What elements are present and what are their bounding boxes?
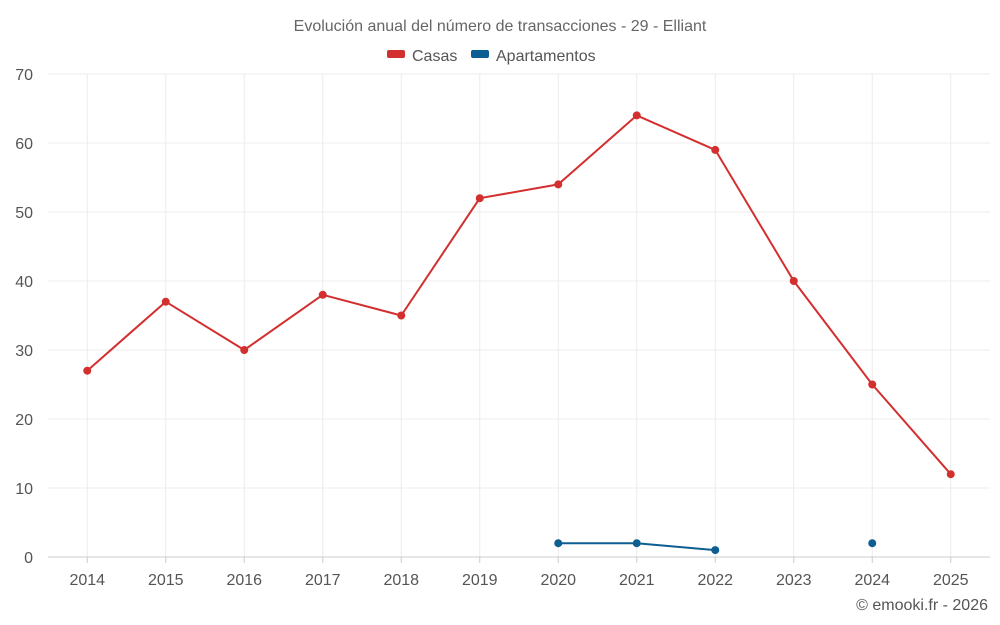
data-point-apartamentos[interactable]: [868, 539, 877, 548]
x-tick-label: 2020: [540, 572, 576, 589]
x-tick-label: 2019: [462, 572, 498, 589]
x-axis-ticks: 2014 2015 2016 2017 2018 2019 2020 2021 2022 2023…: [69, 572, 968, 589]
y-tick-label: 30: [15, 343, 33, 360]
legend-swatch-apartamentos: [471, 50, 489, 58]
data-point-apartamentos[interactable]: [554, 539, 563, 548]
y-tick-label: 40: [15, 274, 33, 291]
data-point-casas[interactable]: [161, 297, 170, 306]
x-tick-label: 2022: [697, 572, 733, 589]
x-tick-label: 2018: [383, 572, 419, 589]
y-tick-label: 0: [24, 550, 33, 567]
y-axis-ticks: 0 10 20 30 40 50 60 70: [15, 67, 33, 567]
series-layer: [83, 111, 955, 555]
data-point-casas[interactable]: [711, 145, 720, 154]
legend-swatch-casas: [387, 50, 405, 58]
legend-label-casas: Casas: [412, 48, 457, 65]
data-point-apartamentos[interactable]: [711, 546, 720, 555]
data-point-casas[interactable]: [318, 290, 327, 299]
data-point-casas[interactable]: [240, 346, 249, 354]
x-gridlines: [86, 74, 952, 563]
data-point-casas[interactable]: [554, 180, 563, 189]
data-point-casas[interactable]: [789, 277, 798, 285]
y-tick-label: 70: [15, 67, 33, 84]
x-tick-label: 2021: [619, 572, 655, 589]
legend-label-apartamentos: Apartamentos: [496, 48, 596, 65]
data-point-casas[interactable]: [475, 194, 484, 203]
y-tick-label: 60: [15, 136, 33, 153]
y-tick-label: 10: [15, 481, 33, 498]
x-tick-label: 2015: [148, 572, 184, 589]
y-gridlines: [48, 73, 990, 489]
data-point-apartamentos[interactable]: [632, 539, 641, 548]
series-line-casas: [86, 114, 952, 475]
chart-title: Evolución anual del número de transaccio…: [294, 18, 707, 35]
data-point-casas[interactable]: [946, 470, 955, 479]
x-tick-label: 2014: [69, 572, 105, 589]
x-tick-label: 2016: [226, 572, 262, 589]
legend-item-casas[interactable]: Casas: [387, 48, 457, 65]
y-tick-label: 20: [15, 412, 33, 429]
x-tick-label: 2017: [305, 572, 341, 589]
legend: Casas Apartamentos: [387, 48, 596, 65]
data-point-casas[interactable]: [632, 111, 641, 120]
data-point-casas[interactable]: [83, 366, 92, 375]
x-tick-label: 2023: [776, 572, 812, 589]
x-tick-label: 2024: [854, 572, 890, 589]
series-casas: [83, 111, 955, 479]
data-point-casas[interactable]: [868, 380, 877, 389]
x-tick-label: 2025: [933, 572, 969, 589]
legend-item-apartamentos[interactable]: Apartamentos: [471, 48, 596, 65]
y-tick-label: 50: [15, 205, 33, 222]
credit-text: © emooki.fr - 2026: [856, 597, 988, 614]
series-apartamentos: [554, 539, 877, 555]
data-point-casas[interactable]: [397, 311, 406, 320]
